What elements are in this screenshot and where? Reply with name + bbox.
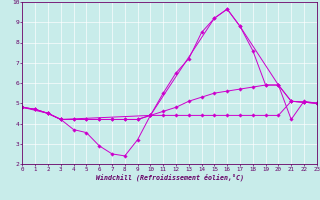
X-axis label: Windchill (Refroidissement éolien,°C): Windchill (Refroidissement éolien,°C) [96, 173, 244, 181]
